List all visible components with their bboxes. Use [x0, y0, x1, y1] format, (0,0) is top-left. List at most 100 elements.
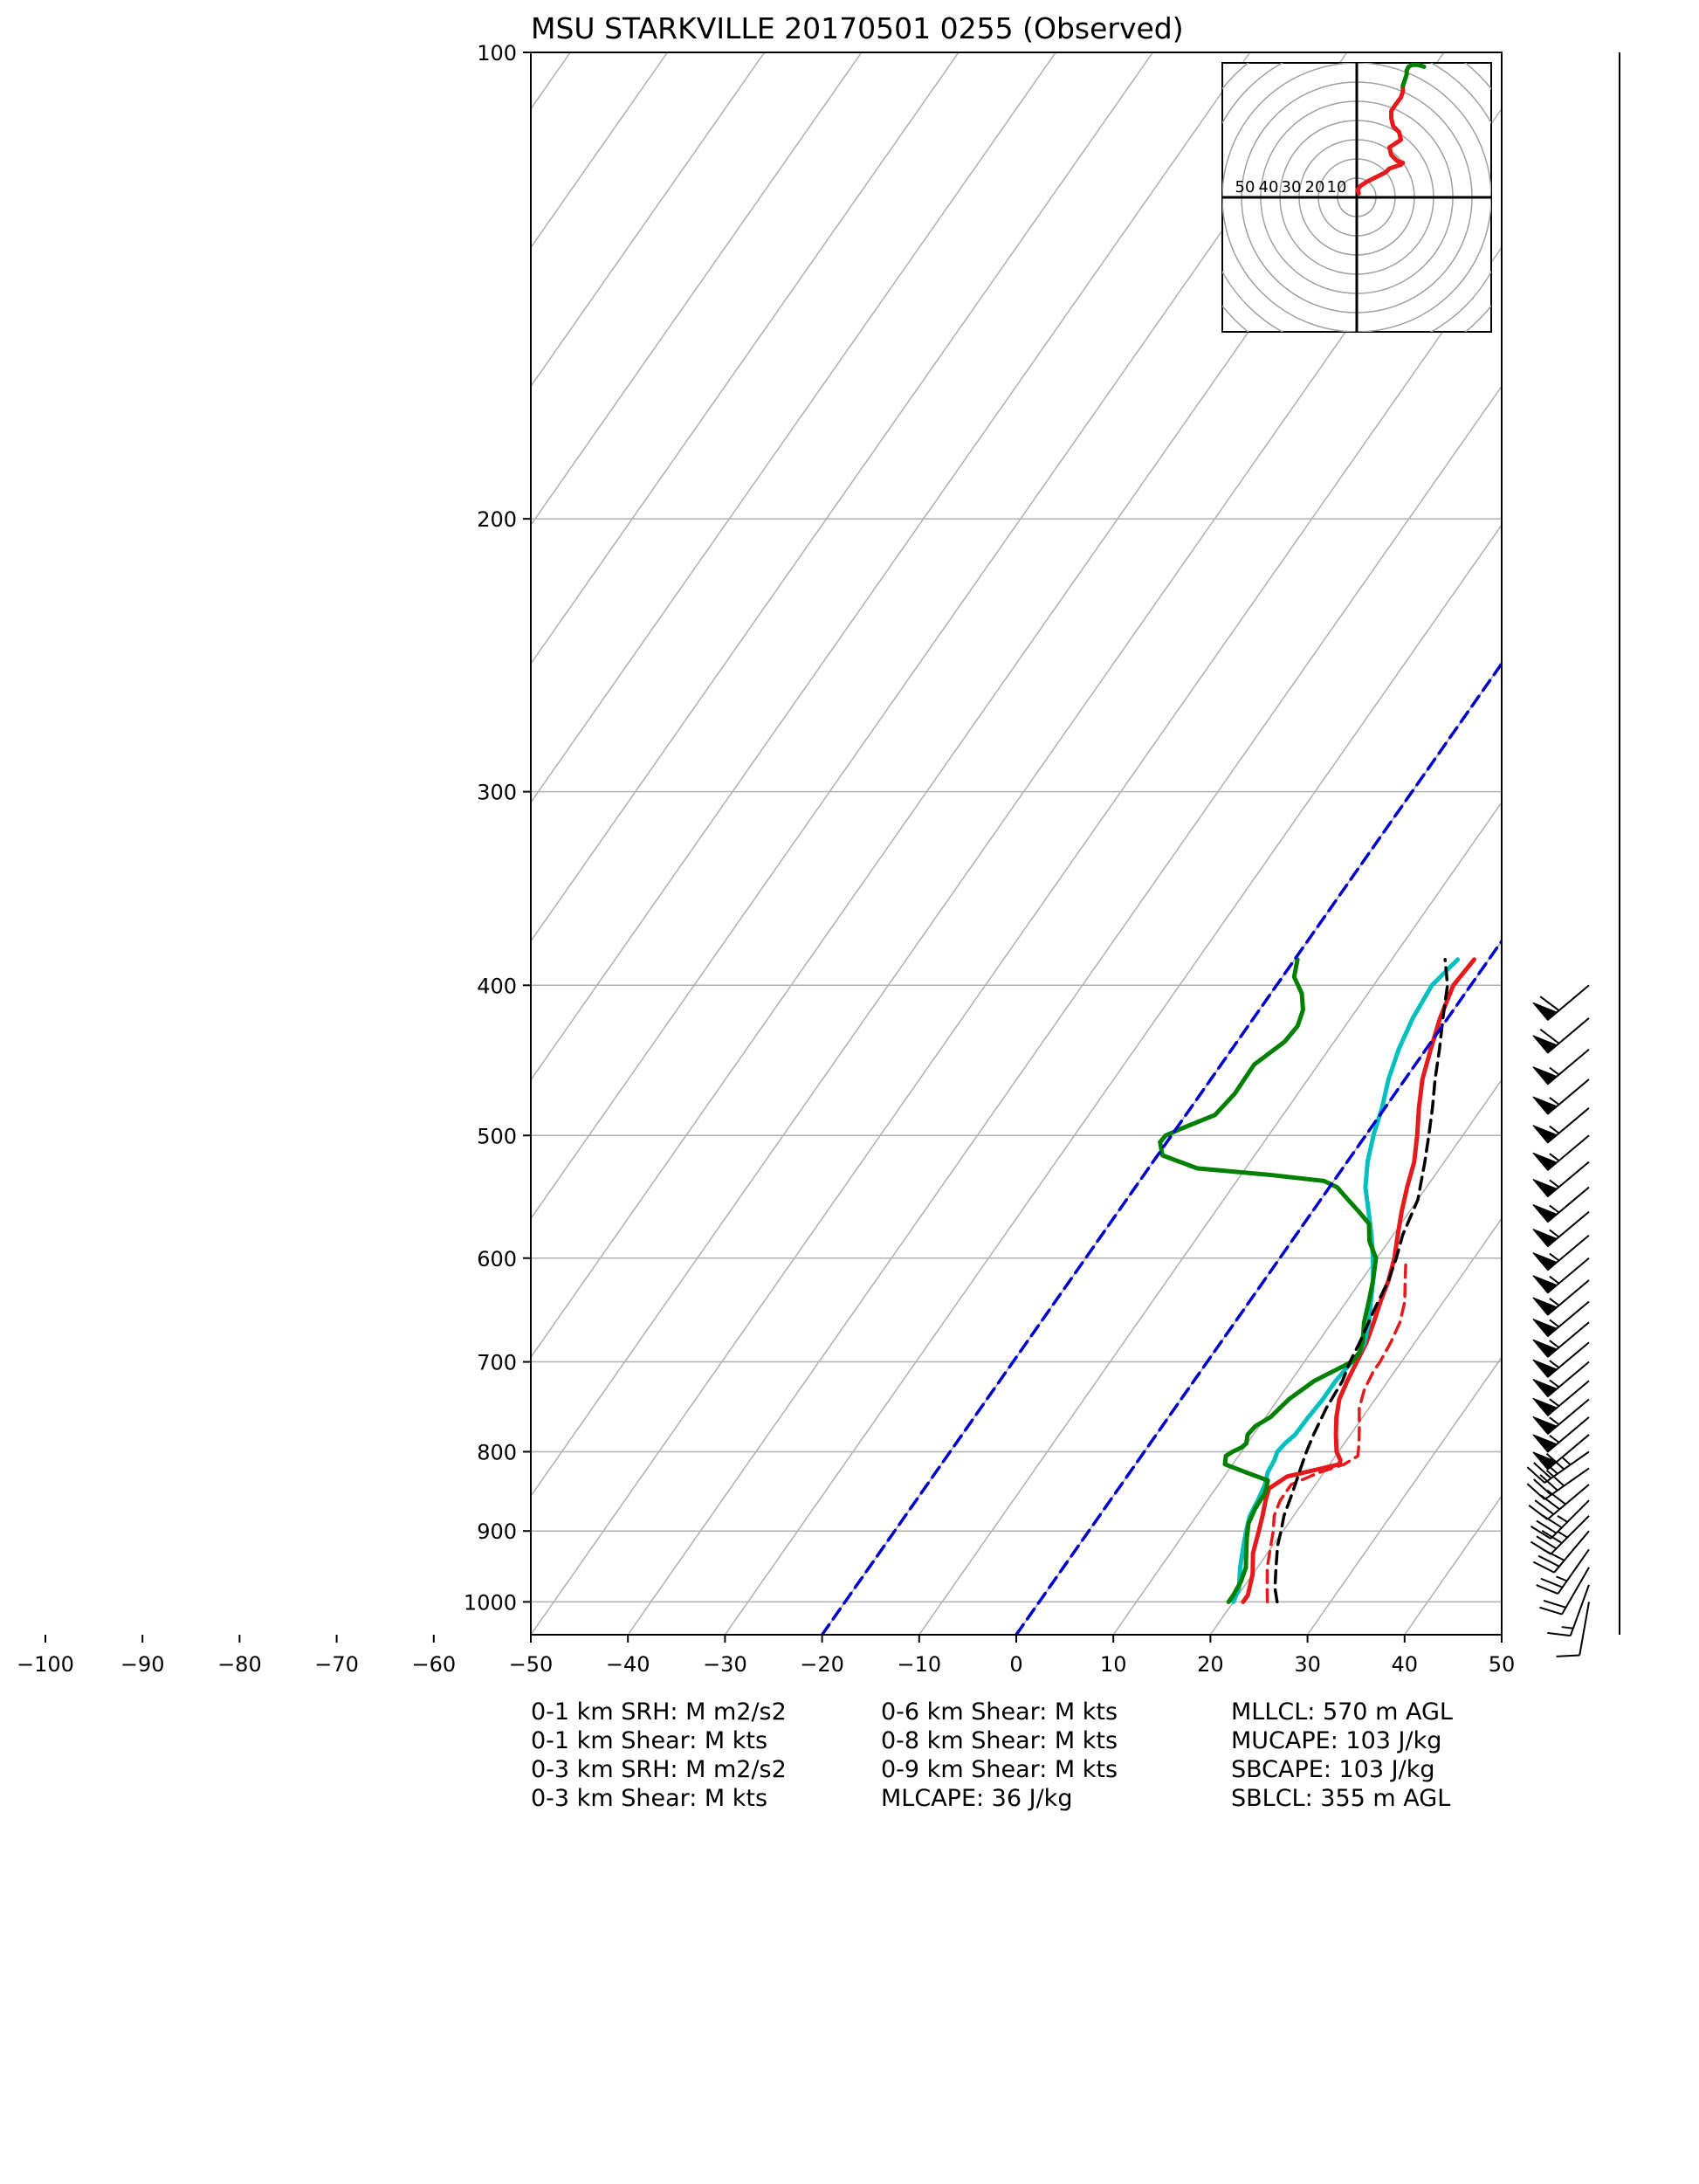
sounding-parameter-text: MUCAPE: 103 J/kg	[1231, 1727, 1441, 1754]
wind-barb-pennant	[1532, 1066, 1558, 1085]
x-tick-label: −50	[509, 1652, 554, 1677]
wind-barb-half-flag	[1549, 1340, 1560, 1348]
wind-barb-half-flag	[1549, 1416, 1560, 1426]
wind-barb	[1532, 1257, 1590, 1294]
wind-barb	[1532, 1434, 1590, 1471]
wind-barb-pennant	[1532, 1252, 1558, 1271]
x-tick-label: −80	[217, 1652, 262, 1677]
wind-barb-flag	[1546, 1489, 1566, 1505]
wind-barb	[1528, 1484, 1590, 1520]
wind-barb-flag	[1530, 1540, 1551, 1555]
wind-barb-pennant	[1532, 1275, 1558, 1294]
wind-barb	[1547, 1584, 1590, 1637]
hodograph-ring-label: 10	[1327, 178, 1347, 196]
wind-barbs	[1526, 52, 1620, 1657]
y-tick-label: 500	[477, 1124, 517, 1148]
wind-barb-flag	[1545, 1469, 1565, 1487]
wind-barb-pennant	[1532, 1204, 1558, 1223]
y-tick-label: 300	[477, 781, 517, 805]
x-tick-label: 30	[1294, 1652, 1321, 1677]
wind-barb-flag	[1533, 1478, 1552, 1496]
wind-barb-half-flag	[1549, 1275, 1560, 1285]
wind-barb-pennant	[1532, 1359, 1558, 1378]
wind-barb	[1532, 1017, 1590, 1054]
wind-barb	[1532, 1341, 1590, 1378]
wind-barb-half-flag	[1549, 1252, 1560, 1262]
wind-barb-flag	[1540, 1577, 1563, 1588]
wind-barb-half-flag	[1557, 1530, 1568, 1539]
sounding-series-line	[1158, 957, 1379, 1604]
wind-barb-staff	[1569, 1584, 1590, 1636]
sounding-parameter-text: 0-9 km Shear: M kts	[881, 1756, 1118, 1783]
wind-barb-pennant	[1532, 1379, 1558, 1398]
isotherm-line	[1501, 1633, 1502, 1635]
wind-barb	[1532, 1107, 1590, 1144]
wind-barb-flag	[1539, 1474, 1558, 1492]
wind-barb-pennant	[1532, 1339, 1558, 1358]
sounding-parameter-text: 0-1 km Shear: M kts	[531, 1727, 767, 1754]
wind-barb-half-flag	[1549, 1298, 1560, 1306]
hodograph-ring-label: 20	[1305, 178, 1325, 196]
wind-barb	[1532, 1161, 1590, 1198]
hodograph-ring-label: 40	[1259, 178, 1279, 196]
wind-barb-pennant	[1532, 1002, 1558, 1021]
x-tick-label: −40	[606, 1652, 650, 1677]
wind-barb	[1532, 1300, 1590, 1338]
isobar-grid	[531, 52, 1502, 1603]
wind-barb-flag	[1528, 1505, 1549, 1520]
wind-barb-pennant	[1532, 1397, 1558, 1416]
y-tick-label: 600	[477, 1247, 517, 1271]
wind-barb-flag	[1534, 1499, 1555, 1515]
wind-barb-pennant	[1532, 1229, 1558, 1248]
x-tick-label: −70	[314, 1652, 359, 1677]
wind-barb-half-flag	[1549, 1379, 1560, 1388]
series-layer	[820, 660, 1502, 1635]
wind-barb	[1532, 984, 1590, 1021]
x-tick-label: 20	[1197, 1652, 1224, 1677]
wind-barb-staff	[1553, 1530, 1590, 1574]
x-tick-label: −10	[897, 1652, 941, 1677]
sounding-parameter-text: 0-8 km Shear: M kts	[881, 1727, 1118, 1754]
wind-barb-staff	[1557, 1548, 1590, 1595]
wind-barb-flag	[1540, 1494, 1560, 1511]
sounding-parameter-text: SBCAPE: 103 J/kg	[1231, 1756, 1434, 1783]
wind-barb-half-flag	[1549, 1398, 1560, 1407]
hodograph-ring-labels: 50 40 30 20 10	[1235, 178, 1347, 196]
isotherm-line	[531, 52, 766, 388]
wind-barb-flag	[1539, 996, 1560, 1012]
wind-barb-pennant	[1532, 1125, 1558, 1144]
sounding-parameters: 0-1 km SRH: M m2/s20-1 km Shear: M kts0-…	[531, 1698, 1453, 1812]
sounding-series-line	[1241, 957, 1476, 1604]
wind-barb-flag	[1530, 1526, 1551, 1540]
x-tick-label: −100	[17, 1652, 74, 1677]
sounding-series-line	[1273, 958, 1449, 1604]
isotherm-line	[918, 801, 1502, 1635]
isotherm-line	[724, 523, 1502, 1635]
y-tick-label: 400	[477, 974, 517, 998]
wind-barb	[1530, 1499, 1590, 1540]
wind-barb-pennant	[1532, 1451, 1558, 1471]
isotherm-line	[531, 52, 1348, 1220]
isotherm-line	[1112, 1078, 1502, 1635]
wind-barb-staff	[1579, 1602, 1590, 1656]
wind-barb-flag	[1547, 1631, 1571, 1637]
wind-barb	[1526, 1467, 1590, 1500]
wind-barb-half-flag	[1549, 1435, 1560, 1443]
sounding-parameter-text: 0-3 km Shear: M kts	[531, 1785, 767, 1812]
sounding-parameter-text: 0-3 km SRH: M m2/s2	[531, 1756, 787, 1783]
wind-barb-half-flag	[1549, 1179, 1560, 1188]
wind-barb	[1556, 1602, 1590, 1657]
x-tick-label: 40	[1392, 1652, 1419, 1677]
wind-barb-flag	[1556, 1654, 1580, 1657]
x-tick-label: −30	[703, 1652, 747, 1677]
x-tick-label: 10	[1100, 1652, 1127, 1677]
hodograph-ring-label: 30	[1282, 178, 1302, 196]
wind-barb	[1532, 1048, 1590, 1085]
sounding-parameter-text: 0-1 km SRH: M m2/s2	[531, 1698, 787, 1726]
hodograph: 50 40 30 20 10	[1221, 62, 1492, 333]
wind-barb-flag	[1537, 1554, 1560, 1567]
isotherm-line	[531, 52, 1154, 943]
wind-barb	[1532, 1134, 1590, 1171]
wind-barb-half-flag	[1549, 1066, 1560, 1076]
wind-barb-staff	[1544, 1467, 1590, 1500]
